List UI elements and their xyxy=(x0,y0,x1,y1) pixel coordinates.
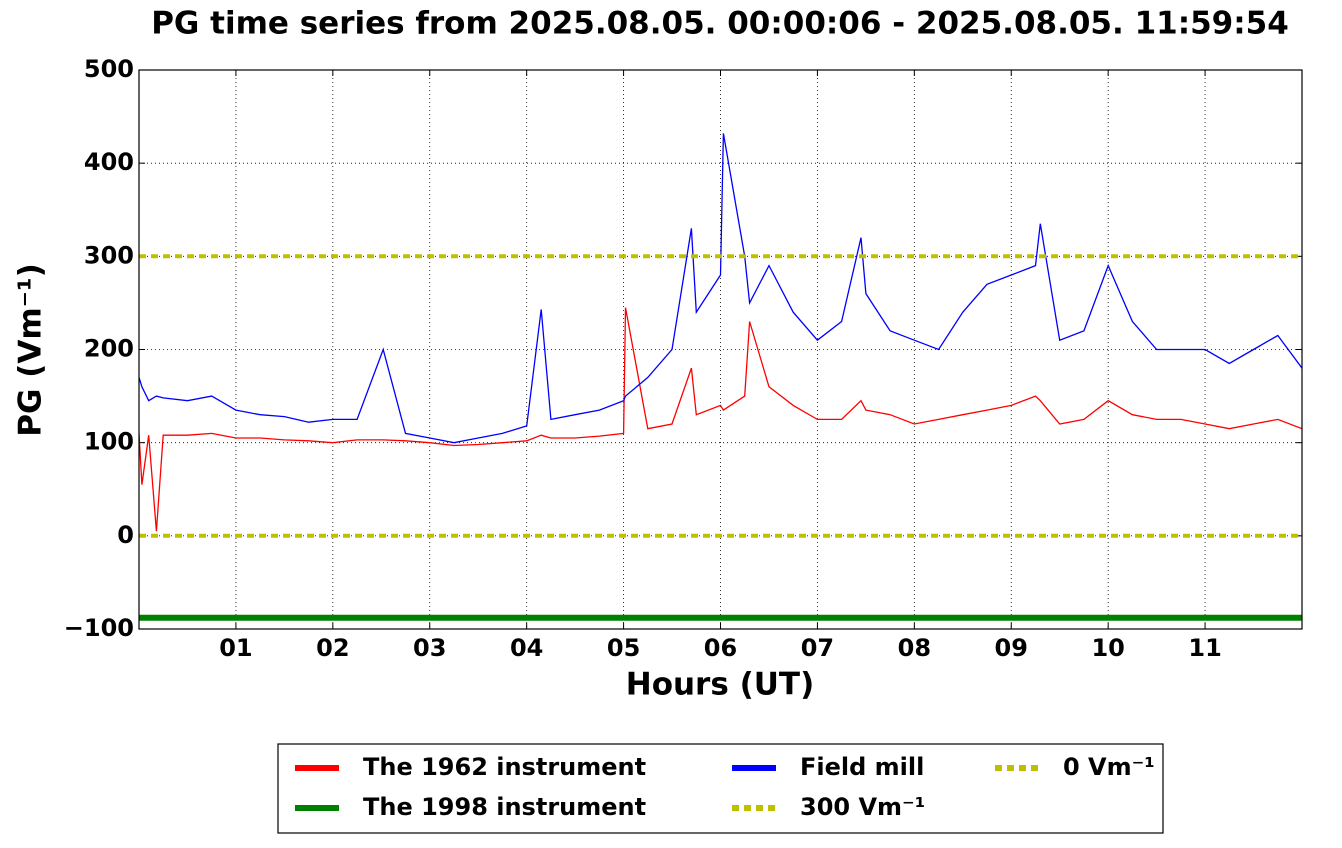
y-tick-label: 400 xyxy=(84,148,134,176)
y-tick-label: 100 xyxy=(84,428,134,456)
y-tick-label: 500 xyxy=(84,55,134,83)
x-tick-label: 03 xyxy=(413,634,446,662)
x-tick-label: 04 xyxy=(510,634,543,662)
chart-title: PG time series from 2025.08.05. 00:00:06… xyxy=(151,6,1289,42)
y-tick-label: 300 xyxy=(84,241,134,269)
x-tick-label: 07 xyxy=(801,634,834,662)
legend-label: The 1962 instrument xyxy=(363,753,646,781)
y-axis-label: PG (Vm⁻¹) xyxy=(13,263,49,437)
x-tick-label: 02 xyxy=(316,634,349,662)
x-tick-label: 10 xyxy=(1091,634,1124,662)
x-tick-label: 11 xyxy=(1188,634,1221,662)
x-tick-label: 08 xyxy=(898,634,931,662)
legend-label: 0 Vm⁻¹ xyxy=(1063,753,1155,781)
plot-frame xyxy=(138,69,1303,630)
series-line xyxy=(139,133,1302,444)
y-tick-label: −100 xyxy=(64,614,134,642)
series-line xyxy=(139,307,1302,532)
legend-label: 300 Vm⁻¹ xyxy=(800,793,925,821)
x-tick-label: 05 xyxy=(607,634,640,662)
legend-box xyxy=(277,743,1164,834)
x-tick-label: 06 xyxy=(704,634,737,662)
legend-label: Field mill xyxy=(800,753,924,781)
x-axis-label: Hours (UT) xyxy=(626,667,815,703)
y-tick-label: 0 xyxy=(117,521,134,549)
y-tick-label: 200 xyxy=(84,335,134,363)
legend-label: The 1998 instrument xyxy=(363,793,646,821)
x-tick-label: 01 xyxy=(219,634,252,662)
x-tick-label: 09 xyxy=(995,634,1028,662)
